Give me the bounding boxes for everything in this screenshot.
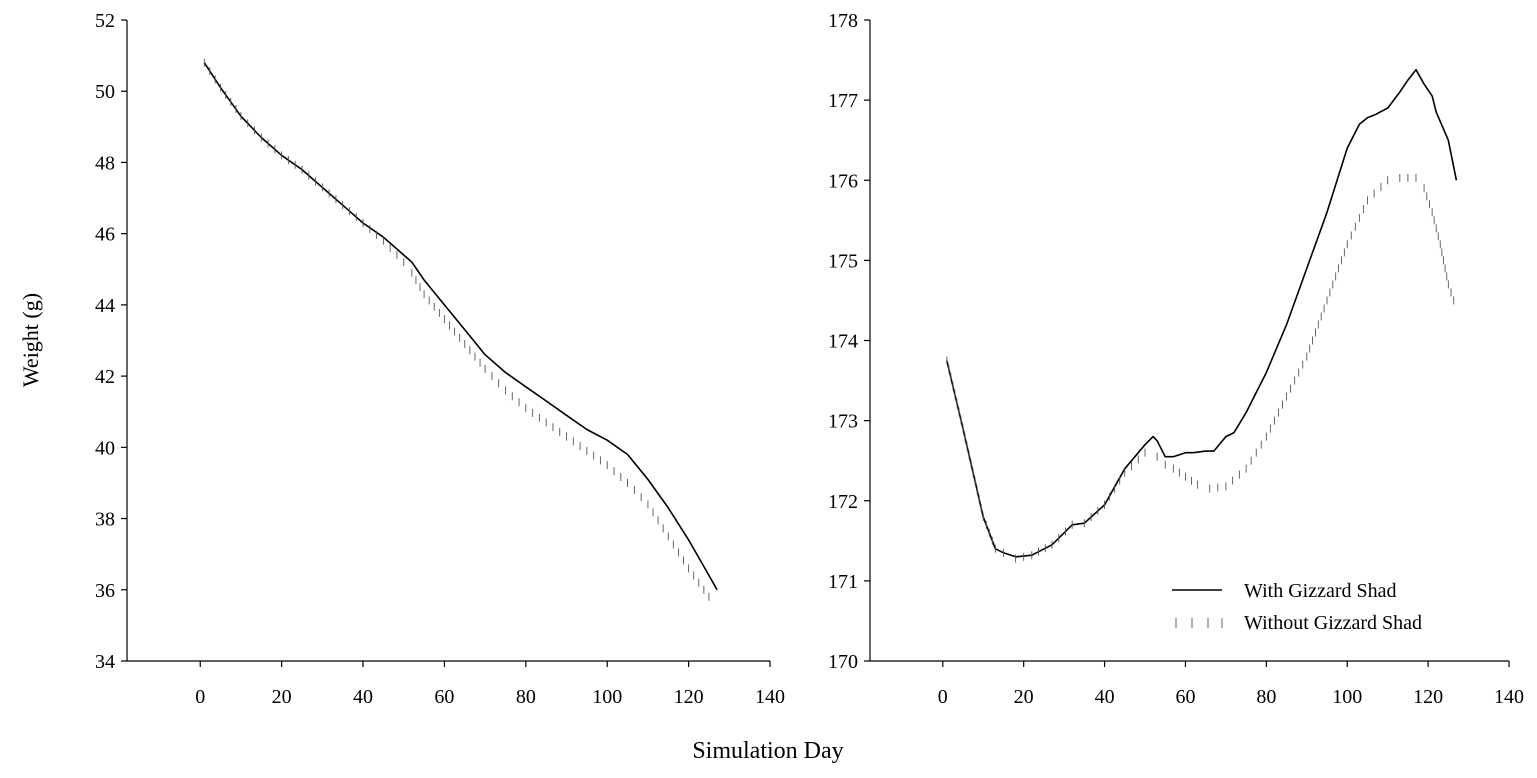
left-series-with-line [203,62,718,591]
left-x-tick-label: 0 [195,686,205,708]
left-panel: 0 20 40 60 80 100 120 140 34 36 38 40 42 44 46 48 50 52 [95,10,785,708]
right-x-tick-label: 60 [1175,686,1195,708]
right-y-tick-label: 175 [828,250,858,272]
right-x-tick-label: 0 [938,686,948,708]
left-y-tick-label: 42 [95,366,115,388]
left-y-tick-label: 52 [95,10,115,32]
right-y-tick-label: 177 [828,90,858,112]
right-y-tick-label: 170 [828,651,858,673]
left-y-tick-label: 50 [95,81,115,103]
left-x-tick-label: 60 [434,686,454,708]
left-y-tick-label: 44 [95,295,115,317]
right-x-tick-label: 80 [1256,686,1276,708]
right-y-tick-label: 178 [828,10,858,32]
right-series-with-line [946,68,1458,558]
left-series-without-line [203,58,710,601]
legend-label-with: With Gizzard Shad [1244,580,1396,602]
legend: With Gizzard Shad Without Gizzard Shad [1172,580,1422,634]
left-x-tick-label: 100 [592,686,622,708]
left-y-tick-label: 48 [95,152,115,174]
right-y-tick-label: 171 [828,571,858,593]
right-x-tick-label: 100 [1332,686,1362,708]
y-axis-label: Weight (g) [18,293,43,387]
left-y-tick-label: 38 [95,509,115,531]
left-y-tick-label: 36 [95,580,115,602]
right-y-tick-label: 176 [828,170,858,192]
left-x-tick-label: 80 [516,686,536,708]
left-x-tick-label: 120 [674,686,704,708]
right-y-tick-label: 174 [828,331,858,353]
right-x-tick-label: 40 [1095,686,1115,708]
right-y-tick-label: 173 [828,411,858,433]
left-x-tick-label: 140 [755,686,785,708]
legend-label-without: Without Gizzard Shad [1244,612,1422,634]
left-x-tick-label: 20 [272,686,292,708]
right-x-tick-label: 120 [1413,686,1443,708]
right-series-without-line [946,173,1455,563]
left-y-tick-label: 34 [95,651,115,673]
left-x-tick-label: 40 [353,686,373,708]
legend-swatch-without [1175,618,1223,628]
right-panel: 0 20 40 60 80 100 120 140 170 171 172 173 174 175 176 1… [828,10,1524,708]
left-y-tick-label: 40 [95,437,115,459]
right-x-tick-label: 140 [1494,686,1524,708]
x-axis-label: Simulation Day [692,738,843,764]
right-x-tick-label: 20 [1014,686,1034,708]
right-y-tick-label: 172 [828,491,858,513]
left-y-tick-label: 46 [95,224,115,246]
